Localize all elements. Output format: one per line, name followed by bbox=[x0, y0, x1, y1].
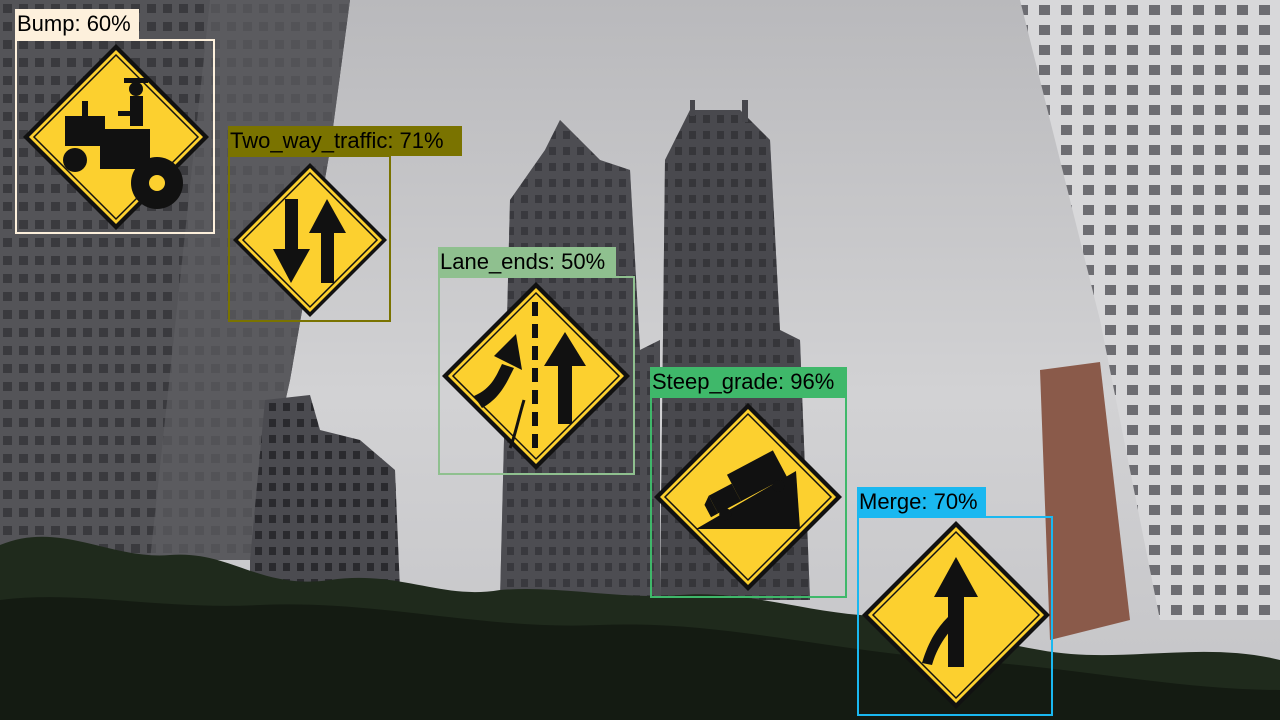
steep-grade-truck-sign-icon bbox=[652, 401, 844, 593]
detection-label-bump: Bump: 60% bbox=[15, 9, 139, 39]
detection-label-steep-grade: Steep_grade: 96% bbox=[650, 367, 847, 397]
merge-sign-icon bbox=[860, 519, 1052, 711]
detection-label-lane-ends: Lane_ends: 50% bbox=[438, 247, 616, 277]
detection-label-two-way-traffic: Two_way_traffic: 71% bbox=[228, 126, 462, 156]
two-way-traffic-sign-icon bbox=[231, 161, 389, 319]
tractor-sign-icon bbox=[20, 41, 212, 233]
detection-label-merge: Merge: 70% bbox=[857, 487, 986, 517]
lane-ends-sign-icon bbox=[440, 280, 632, 472]
